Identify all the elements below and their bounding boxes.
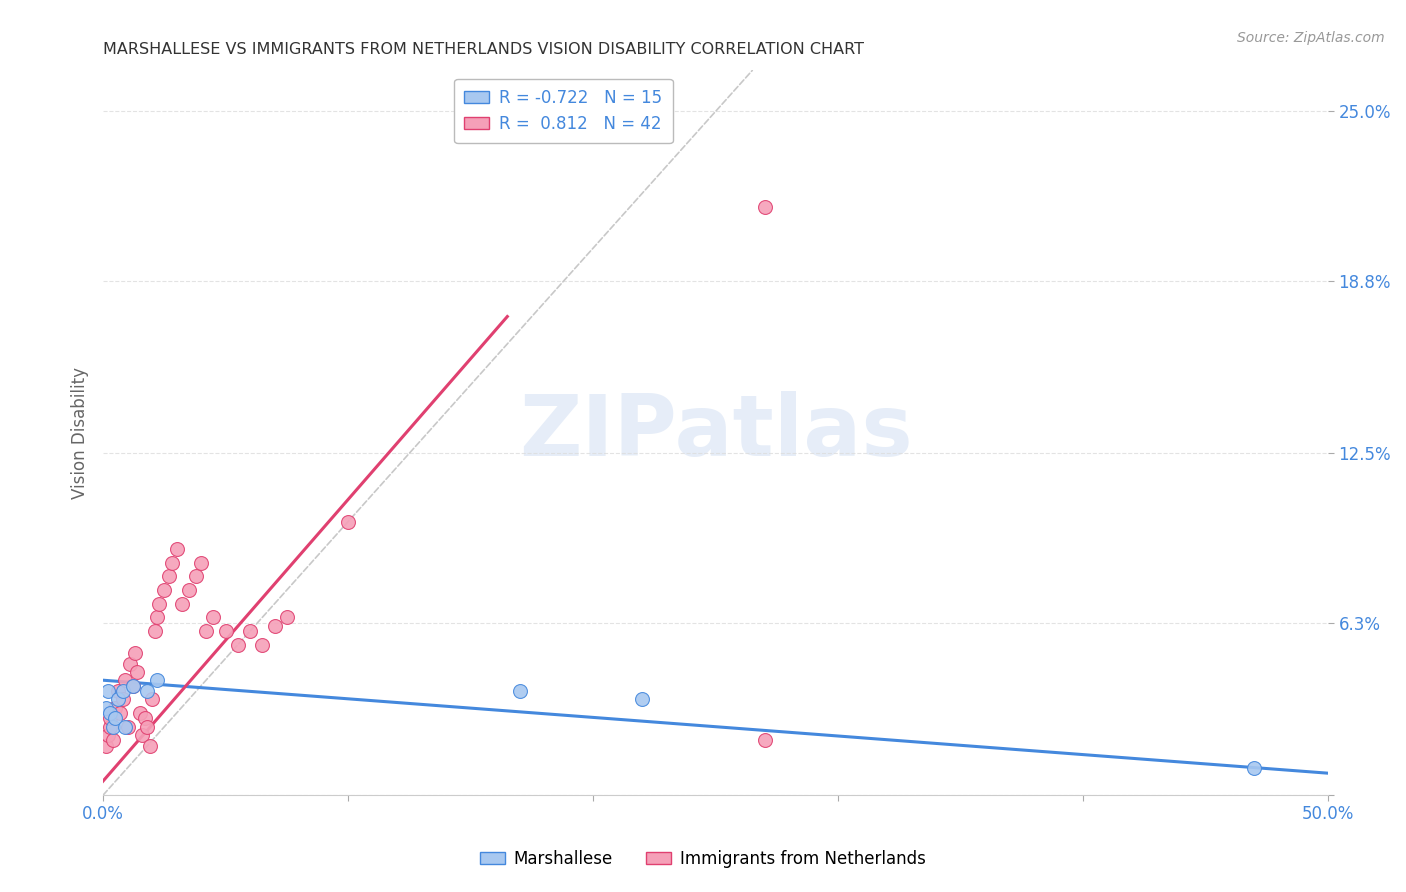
Point — [100, 720, 122, 734]
Point — [177, 582, 200, 597]
Point — [94, 700, 117, 714]
Point — [124, 646, 146, 660]
Point — [100, 711, 122, 725]
Point — [110, 706, 132, 720]
Point — [252, 638, 274, 652]
Point — [157, 569, 180, 583]
Point — [107, 684, 129, 698]
Point — [94, 739, 117, 753]
Legend: R = -0.722   N = 15, R =  0.812   N = 42: R = -0.722 N = 15, R = 0.812 N = 42 — [454, 78, 672, 143]
Point — [276, 610, 298, 624]
Point — [120, 657, 142, 671]
Point — [146, 610, 169, 624]
Point — [104, 700, 127, 714]
Point — [100, 706, 122, 720]
Point — [114, 720, 136, 734]
Text: Source: ZipAtlas.com: Source: ZipAtlas.com — [1237, 31, 1385, 45]
Point — [754, 733, 776, 747]
Point — [136, 684, 159, 698]
Point — [1243, 761, 1265, 775]
Point — [226, 638, 249, 652]
Point — [239, 624, 262, 638]
Point — [97, 728, 120, 742]
Text: ZIPatlas: ZIPatlas — [519, 392, 912, 475]
Point — [127, 665, 149, 679]
Point — [214, 624, 236, 638]
Point — [170, 597, 193, 611]
Point — [107, 692, 129, 706]
Point — [509, 684, 531, 698]
Legend: Marshallese, Immigrants from Netherlands: Marshallese, Immigrants from Netherlands — [474, 844, 932, 875]
Point — [143, 624, 166, 638]
Point — [631, 692, 654, 706]
Y-axis label: Vision Disability: Vision Disability — [72, 367, 89, 499]
Point — [202, 610, 225, 624]
Point — [190, 556, 212, 570]
Text: MARSHALLESE VS IMMIGRANTS FROM NETHERLANDS VISION DISABILITY CORRELATION CHART: MARSHALLESE VS IMMIGRANTS FROM NETHERLAN… — [103, 42, 865, 57]
Point — [101, 720, 124, 734]
Point — [153, 582, 176, 597]
Point — [117, 720, 139, 734]
Point — [104, 711, 127, 725]
Point — [166, 541, 188, 556]
Point — [97, 684, 120, 698]
Point — [337, 515, 360, 529]
Point — [263, 618, 285, 632]
Point — [121, 679, 143, 693]
Point — [111, 692, 134, 706]
Point — [141, 692, 163, 706]
Point — [134, 711, 156, 725]
Point — [195, 624, 218, 638]
Point — [136, 720, 159, 734]
Point — [186, 569, 208, 583]
Point — [146, 673, 169, 688]
Point — [114, 673, 136, 688]
Point — [160, 556, 183, 570]
Point — [131, 728, 153, 742]
Point — [128, 706, 150, 720]
Point — [101, 733, 124, 747]
Point — [138, 739, 160, 753]
Point — [754, 200, 776, 214]
Point — [111, 684, 134, 698]
Point — [148, 597, 170, 611]
Point — [121, 679, 143, 693]
